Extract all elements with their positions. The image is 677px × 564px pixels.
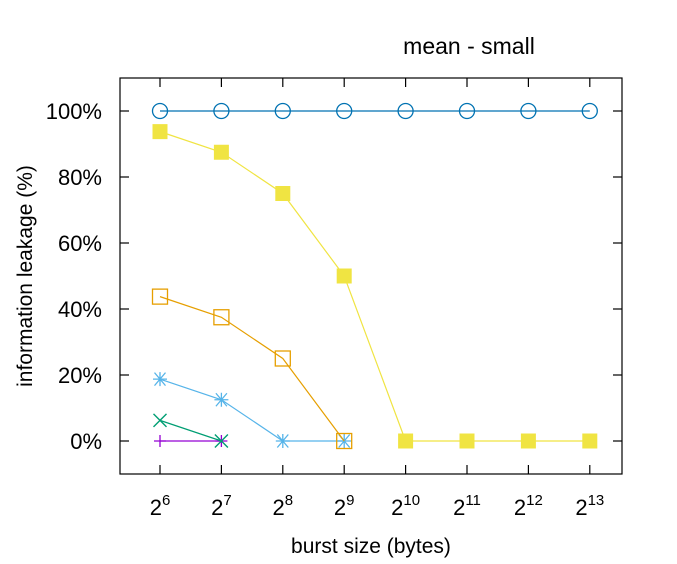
- data-point: [275, 186, 291, 201]
- series-4-line: [159, 419, 222, 442]
- data-point: [213, 144, 229, 160]
- plot-frame: [119, 77, 623, 475]
- data-point: [152, 124, 168, 140]
- x-tick-label: 26: [150, 492, 171, 520]
- series-1-line: [159, 131, 590, 442]
- chart-title: mean - small: [403, 33, 535, 59]
- series-4: [153, 413, 229, 448]
- y-axis: 0% 20% 40% 60% 80% 100%: [46, 99, 622, 454]
- y-tick-label: 80%: [58, 165, 102, 190]
- data-point: [520, 433, 536, 449]
- data-point: [581, 102, 598, 120]
- data-point: [213, 102, 230, 120]
- y-tick-label: 40%: [58, 297, 102, 322]
- y-tick-label: 100%: [46, 99, 102, 124]
- x-tick-label: 27: [211, 492, 232, 520]
- data-point: [153, 413, 167, 428]
- series-2-line: [159, 296, 345, 442]
- x-axis-title: burst size (bytes): [291, 535, 451, 558]
- y-tick-label: 0%: [70, 429, 102, 454]
- series-3-line: [159, 378, 345, 442]
- data-point: [275, 434, 290, 448]
- data-point: [458, 102, 476, 120]
- data-point: [336, 268, 352, 284]
- y-tick-label: 60%: [58, 231, 102, 256]
- x-axis: 26 27 28 29 210 211 212 213: [150, 78, 604, 520]
- data-point: [214, 434, 229, 448]
- x-tick-label: 28: [273, 492, 294, 520]
- series-2: [151, 288, 353, 450]
- data-point: [154, 435, 166, 447]
- data-point: [151, 288, 169, 305]
- x-tick-label: 211: [453, 492, 481, 520]
- x-tick-label: 29: [334, 492, 355, 520]
- data-point: [274, 102, 291, 120]
- data-point: [397, 102, 414, 120]
- series-layer: [151, 102, 598, 450]
- series-0: [151, 102, 598, 120]
- data-point: [153, 372, 167, 387]
- data-point: [582, 433, 598, 449]
- x-tick-label: 210: [391, 492, 420, 520]
- data-point: [398, 433, 414, 449]
- data-point: [459, 433, 475, 449]
- x-tick-label: 213: [575, 492, 604, 520]
- data-point: [151, 102, 169, 120]
- y-tick-label: 20%: [58, 363, 102, 388]
- data-point: [213, 309, 230, 326]
- data-point: [336, 102, 353, 120]
- y-axis-title: information leakage (%): [14, 165, 37, 387]
- series-1: [152, 124, 598, 449]
- data-point: [274, 350, 291, 367]
- x-tick-label: 212: [514, 492, 543, 520]
- data-point: [520, 102, 537, 120]
- data-point: [214, 392, 229, 407]
- data-point: [336, 432, 353, 450]
